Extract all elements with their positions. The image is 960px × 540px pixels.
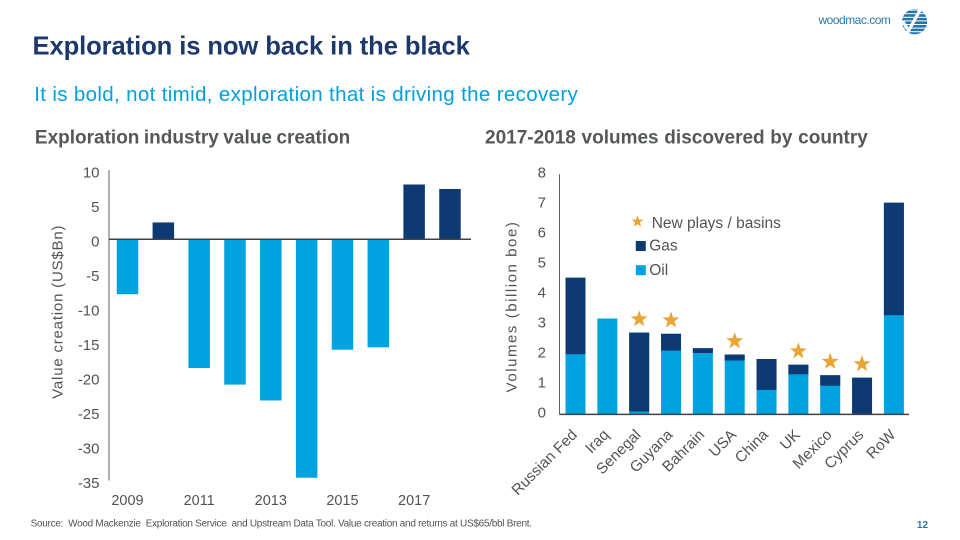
svg-text:2013: 2013 <box>255 493 287 509</box>
svg-text:-20: -20 <box>78 371 100 388</box>
svg-text:2017-2018 volumes discovered b: 2017-2018 volumes discovered by country <box>485 127 868 148</box>
svg-text:2: 2 <box>538 345 546 362</box>
svg-text:-35: -35 <box>78 475 100 492</box>
svg-text:Exploration is now back in the: Exploration is now back in the black <box>33 33 471 61</box>
svg-text:10: 10 <box>83 164 100 181</box>
svg-text:8: 8 <box>538 165 546 182</box>
svg-text:-5: -5 <box>86 268 99 285</box>
svg-text:1: 1 <box>538 375 546 392</box>
svg-text:-25: -25 <box>78 406 100 423</box>
svg-text:China: China <box>732 426 772 466</box>
svg-text:7: 7 <box>538 195 546 212</box>
svg-text:-30: -30 <box>78 440 100 457</box>
svg-text:RoW: RoW <box>863 426 899 462</box>
svg-text:-10: -10 <box>78 302 100 319</box>
svg-text:Exploration industry value cre: Exploration industry value creation <box>35 127 350 148</box>
svg-text:5: 5 <box>91 199 99 216</box>
svg-text:Russian Fed: Russian Fed <box>509 427 581 499</box>
svg-text:2009: 2009 <box>111 493 143 509</box>
svg-text:It is bold, not timid, explora: It is bold, not timid, exploration that … <box>34 83 578 106</box>
svg-text:6: 6 <box>538 225 546 242</box>
svg-text:12: 12 <box>917 520 929 531</box>
svg-text:woodmac.com: woodmac.com <box>818 13 891 27</box>
svg-text:Volumes (billion boe): Volumes (billion boe) <box>504 221 521 393</box>
svg-text:Value creation (US$Bn): Value creation (US$Bn) <box>49 225 66 399</box>
svg-text:-15: -15 <box>78 337 100 354</box>
svg-text:Oil: Oil <box>649 262 668 279</box>
svg-text:New plays / basins: New plays / basins <box>652 215 781 232</box>
svg-text:2011: 2011 <box>184 493 215 509</box>
svg-text:Source: Wood Mackenzie Explo: Source: Wood Mackenzie Exploration Servi… <box>31 518 532 529</box>
svg-text:3: 3 <box>538 315 546 332</box>
svg-text:0: 0 <box>538 405 546 422</box>
svg-text:Gas: Gas <box>649 238 678 255</box>
svg-text:5: 5 <box>538 255 546 272</box>
svg-text:2017: 2017 <box>398 493 430 509</box>
svg-text:0: 0 <box>91 233 99 250</box>
svg-text:2015: 2015 <box>326 493 358 509</box>
svg-text:4: 4 <box>538 285 546 302</box>
